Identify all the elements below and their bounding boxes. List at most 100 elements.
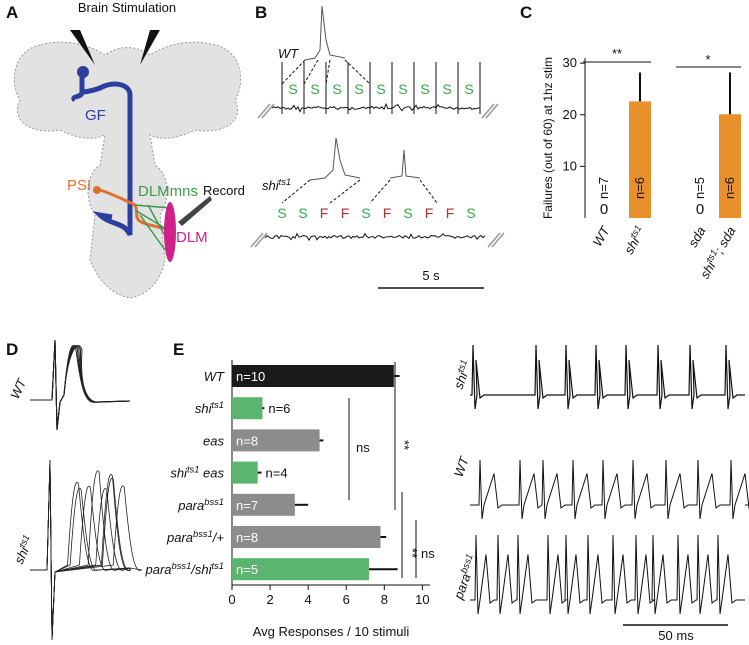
scale-label: 50 ms: [658, 628, 694, 643]
trace-label: WT: [278, 46, 299, 61]
scale-label: 5 s: [422, 268, 440, 283]
panel-label: C: [520, 3, 532, 22]
panel-label: B: [255, 3, 267, 22]
n-label: n=6: [268, 401, 290, 416]
n-label: n=6: [632, 177, 647, 199]
sig-label: *: [705, 52, 710, 67]
shi-sweep: [30, 459, 143, 641]
n-label: n=5: [236, 562, 258, 577]
fly-body: [13, 41, 242, 299]
bar: [232, 429, 320, 452]
y-tick-label: shits1: [195, 400, 224, 416]
response-label: S: [420, 81, 429, 97]
trace-label-part: WT: [451, 454, 472, 479]
y-tick-label-part: shi: [170, 466, 188, 481]
response-label: S: [277, 205, 286, 221]
trace-label-part: ts1: [17, 533, 31, 549]
trace-label-part: bss1: [459, 553, 475, 575]
y-tick-label: parabss1/+: [166, 529, 224, 545]
gf-soma: [77, 66, 89, 78]
shi-sweep: [30, 459, 131, 641]
dlm-muscle: [164, 202, 176, 262]
n-label: n=10: [236, 369, 265, 384]
bar: [232, 526, 381, 548]
trace-label-part: WT: [278, 46, 299, 61]
x-tick-label: 10: [415, 592, 429, 607]
y-tick-label-part: ts1: [212, 400, 224, 410]
trace-label-part: para: [450, 571, 473, 602]
shi-sweep: [30, 459, 131, 641]
trace-label-part: WT: [7, 376, 30, 402]
shi-sweep: [30, 459, 131, 641]
response-label: S: [354, 81, 363, 97]
trace-label: shits1: [262, 177, 291, 193]
bar: [232, 558, 370, 581]
y-tick-label-part: /shi: [190, 562, 212, 577]
sig-label: **: [405, 548, 420, 558]
electrode: [70, 30, 95, 65]
n-label: n=7: [596, 177, 611, 199]
y-tick-label: eas: [203, 433, 224, 448]
sig-label: **: [612, 46, 622, 61]
wt-recording: [271, 62, 481, 114]
wt-inset: [304, 5, 346, 61]
response-label: S: [398, 81, 407, 97]
y-tick-label-part: eas: [203, 433, 224, 448]
value-label: 0: [696, 201, 704, 218]
gf-label: GF: [85, 107, 106, 124]
psi-soma: [93, 186, 101, 194]
shi-sweep: [30, 459, 131, 641]
y-tick-label-part: para: [145, 562, 172, 577]
response-label: F: [341, 205, 350, 221]
x-tick-label: 6: [343, 592, 350, 607]
response-label: S: [288, 81, 297, 97]
y-tick-label: shits1 eas: [170, 465, 224, 481]
response-label: S: [310, 81, 319, 97]
panel-label: A: [6, 3, 18, 22]
bar: [232, 461, 258, 484]
break-mark: [487, 232, 505, 248]
x-tick-label: 4: [305, 592, 312, 607]
break-mark: [481, 103, 499, 119]
response-label: S: [442, 81, 451, 97]
x-tick-label: shits1: [620, 224, 648, 257]
y-tick-label-part: bss1: [204, 497, 224, 507]
x-tick-label: 0: [228, 592, 235, 607]
sig-label: ns: [421, 546, 435, 561]
record-label: Record: [203, 183, 245, 198]
y-tick-label: WT: [204, 369, 225, 384]
shi-sweep: [30, 459, 131, 641]
y-tick-label: 20: [563, 107, 577, 122]
x-tick-label: 8: [381, 592, 388, 607]
inset-link: [281, 59, 371, 85]
shi-inset: [309, 137, 421, 181]
bar: [629, 101, 651, 218]
shi-sweep: [30, 459, 131, 641]
x-tick-label: WT: [589, 223, 613, 249]
y-tick-label-part: ts1: [187, 465, 199, 475]
break-mark: [250, 232, 268, 248]
y-tick-label-part: bss1: [193, 529, 213, 539]
wt-trace: [470, 459, 749, 520]
y-tick-label-part: shi: [195, 401, 213, 416]
response-label: F: [320, 205, 329, 221]
x-tick-label: 2: [266, 592, 273, 607]
wt-sweep: [30, 339, 131, 431]
inset-link: [281, 179, 438, 204]
response-label: S: [298, 205, 307, 221]
response-label: F: [383, 205, 392, 221]
break-mark: [257, 103, 275, 119]
gf-neuron: [71, 72, 133, 237]
y-tick-label: 30: [563, 55, 577, 70]
shi-trace: [470, 344, 745, 410]
response-label: S: [403, 205, 412, 221]
y-tick-label: parabss1/shits1: [145, 561, 224, 577]
n-label: n=8: [236, 433, 258, 448]
y-tick-label-part: para: [177, 498, 204, 513]
para-trace: [470, 534, 745, 615]
n-label: n=8: [236, 530, 258, 545]
trace-label-part: shi: [451, 369, 471, 391]
psi-label: PSI: [67, 177, 91, 194]
response-label: F: [425, 205, 434, 221]
y-tick-label-part: para: [166, 530, 193, 545]
